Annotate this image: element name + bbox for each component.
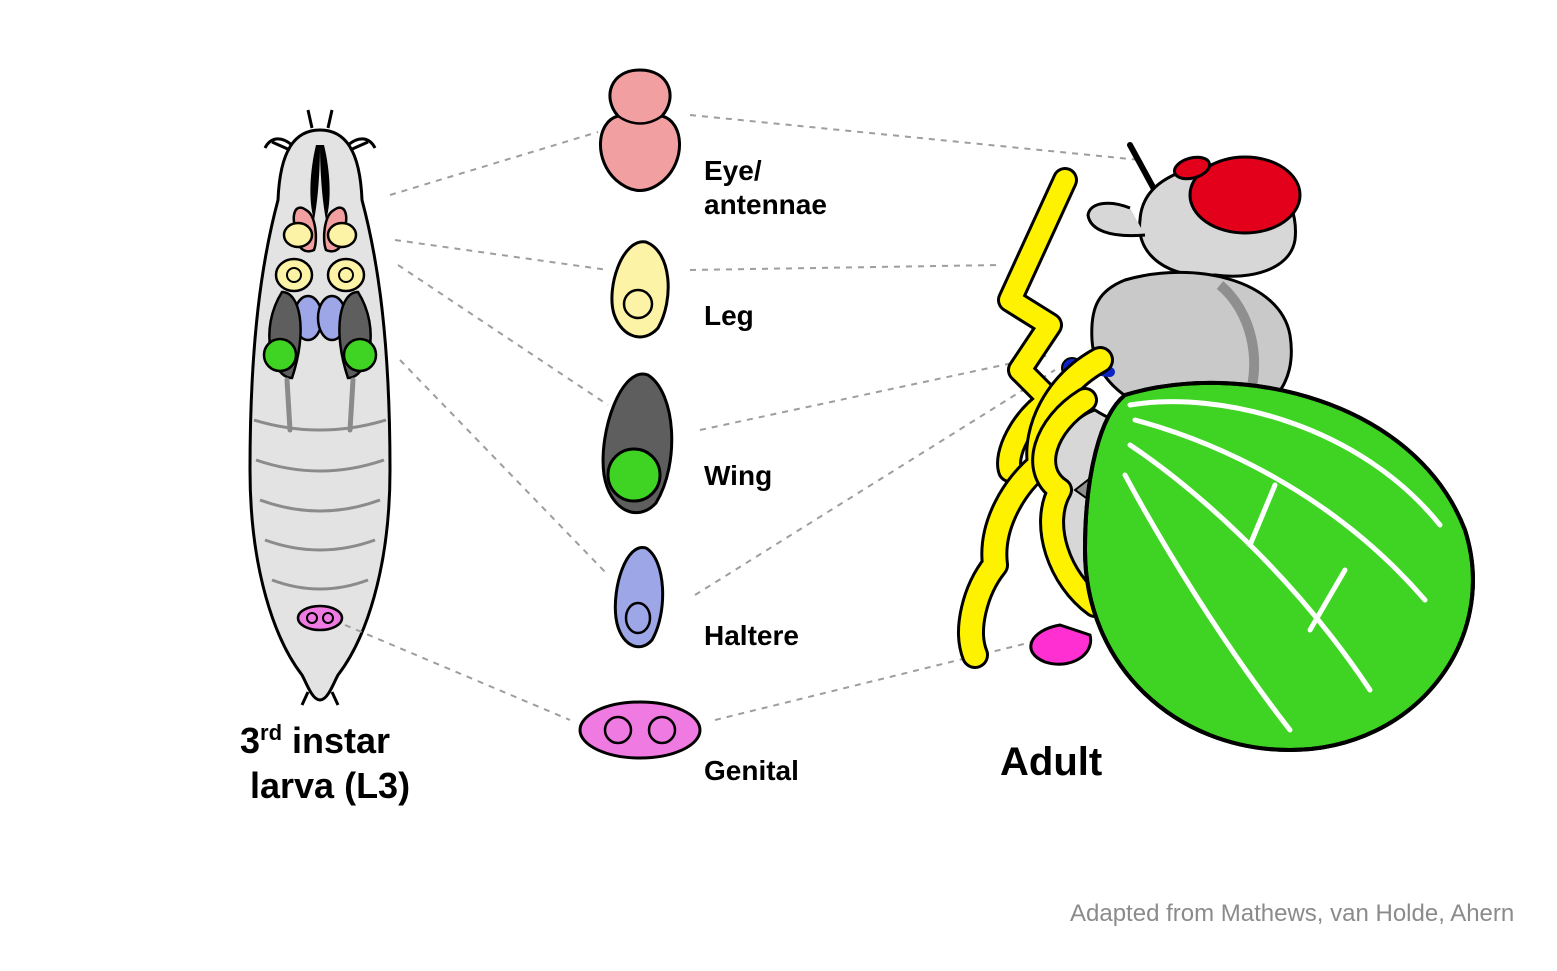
larva: [250, 110, 390, 705]
adult-title: Adult: [1000, 740, 1102, 785]
disc-wing: [603, 374, 672, 513]
disc-eye: [600, 70, 679, 191]
diagram-svg: [0, 0, 1557, 971]
larva-title-line1: 3rd instar: [240, 720, 390, 762]
adult-wing: [1085, 383, 1473, 750]
larva-title-3: 3: [240, 720, 260, 761]
label-leg: Leg: [704, 300, 754, 332]
label-wing: Wing: [704, 460, 772, 492]
disc-haltere: [615, 547, 662, 646]
credit-text: Adapted from Mathews, van Holde, Ahern: [1070, 900, 1514, 928]
adult-fly: [971, 145, 1473, 750]
larva-title-sup: rd: [260, 720, 282, 745]
disc-leg: [612, 242, 668, 337]
larva-title-line2: larva (L3): [250, 765, 410, 807]
label-eye: Eye/: [704, 155, 762, 187]
label-antennae: antennae: [704, 189, 827, 221]
diagram-stage: Eye/ antennae Leg Wing Haltere Genital 3…: [0, 0, 1557, 971]
label-haltere: Haltere: [704, 620, 799, 652]
disc-genital: [580, 702, 700, 758]
label-genital: Genital: [704, 755, 799, 787]
larva-title-instar: instar: [282, 720, 390, 761]
larva-genital-disc: [298, 606, 342, 630]
